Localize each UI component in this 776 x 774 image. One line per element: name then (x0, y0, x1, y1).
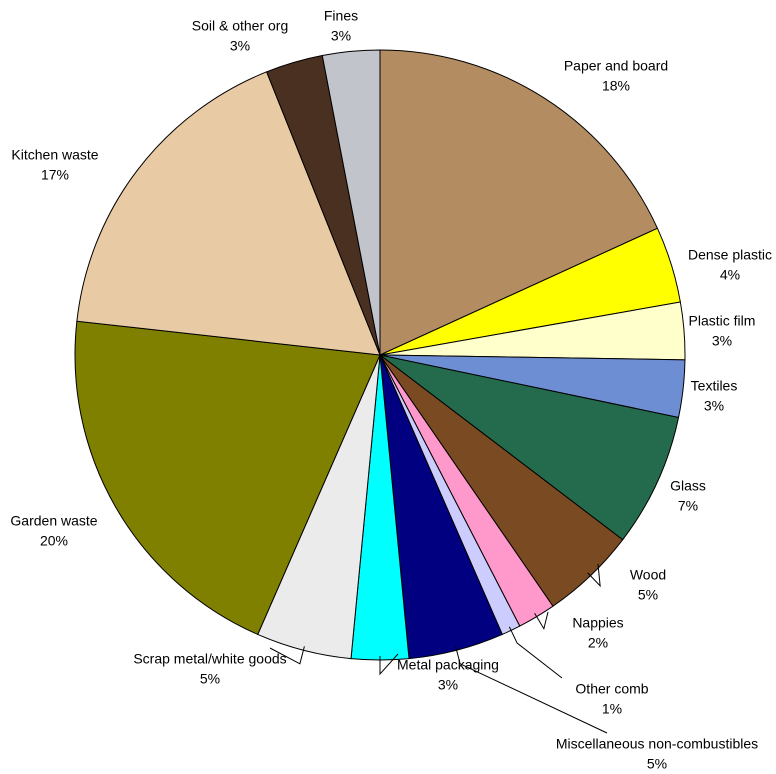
pie-slice (321, 49, 381, 356)
slice-value-label: 5% (200, 671, 220, 687)
slice-value-label: 1% (602, 701, 622, 717)
slice-label: Plastic film (689, 313, 756, 329)
slice-value-label: 3% (331, 28, 351, 44)
leader-line (269, 646, 305, 665)
pie-slice (379, 49, 659, 356)
slice-value-label: 17% (41, 167, 69, 183)
slice-label: Fines (324, 8, 358, 24)
slice-value-label: 7% (678, 498, 698, 514)
slice-value-label: 4% (720, 267, 740, 283)
slice-label: Nappies (572, 615, 623, 631)
slice-label: Glass (670, 478, 706, 494)
slice-value-label: 3% (712, 333, 732, 349)
slice-label: Dense plastic (688, 247, 772, 263)
slice-value-label: 2% (588, 635, 608, 651)
slice-label: Textiles (691, 378, 738, 394)
slice-value-label: 5% (647, 756, 667, 769)
slice-value-label: 5% (638, 587, 658, 603)
slice-value-label: 18% (602, 78, 630, 94)
leader-line (534, 611, 549, 630)
slice-label: Paper and board (564, 58, 668, 74)
leader-line (587, 563, 601, 588)
slice-value-label: 3% (438, 677, 458, 693)
slice-label: Garden waste (10, 513, 97, 529)
slice-value-label: 3% (230, 38, 250, 54)
slice-label: Scrap metal/white goods (133, 651, 286, 667)
slice-label: Kitchen waste (11, 147, 98, 163)
slice-label: Metal packaging (397, 657, 499, 673)
leader-line (508, 626, 563, 679)
slice-value-label: 3% (704, 398, 724, 414)
slice-value-label: 20% (40, 533, 68, 549)
slice-label: Wood (630, 567, 666, 583)
pie-slice (76, 71, 381, 356)
leader-line (455, 646, 608, 734)
pie-slice (74, 320, 381, 636)
pie-slice (379, 354, 680, 541)
leader-line (379, 653, 399, 676)
slice-label: Miscellaneous non-combustibles (556, 736, 758, 752)
slice-label: Other comb (575, 681, 648, 697)
slice-label: Soil & other org (192, 18, 289, 34)
